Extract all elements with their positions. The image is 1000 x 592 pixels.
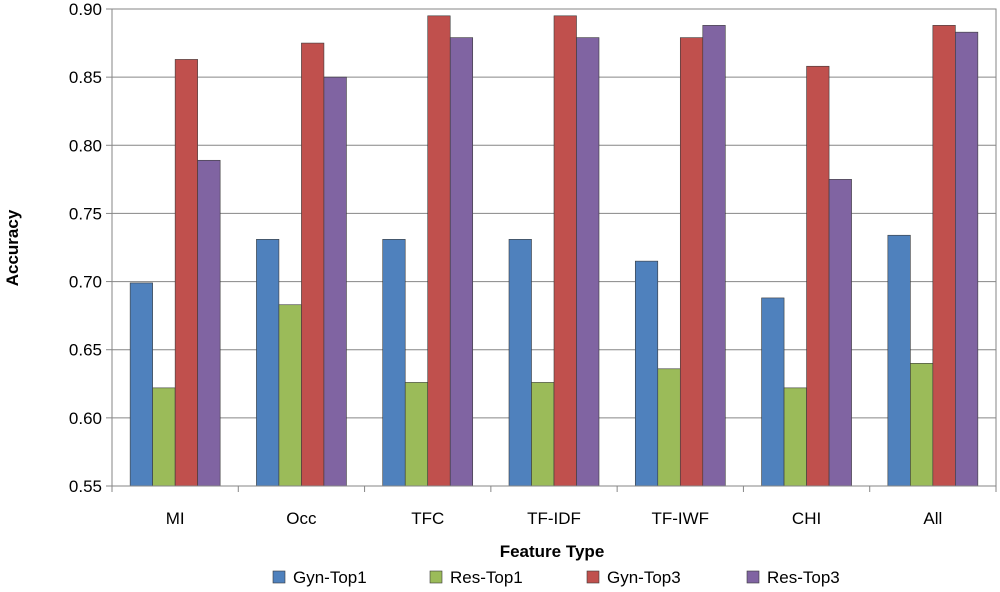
bar-gyn-top1-chi	[761, 297, 785, 487]
bar-gyn-top1-tf-idf	[508, 239, 532, 487]
legend-label-gyn-top3: Gyn-Top3	[607, 568, 681, 587]
bar-res-top1-tf-iwf	[657, 368, 681, 487]
y-tick-label: 0.85	[69, 68, 102, 87]
bar-res-top1-mi	[152, 387, 176, 487]
x-tick-label: TF-IWF	[651, 509, 709, 528]
legend: Gyn-Top1 Res-Top1 Gyn-Top3 Res-Top3	[272, 568, 840, 587]
y-tick-label: 0.80	[69, 136, 102, 155]
bar-res-top1-tf-idf	[531, 382, 555, 487]
y-tick-label: 0.55	[69, 477, 102, 496]
bar-res-top1-chi	[783, 387, 807, 487]
bar-res-top1-tfc	[404, 382, 429, 487]
x-tick-label: Occ	[286, 509, 317, 528]
bar-res-top3-mi	[197, 159, 221, 487]
bars	[129, 15, 979, 487]
bar-res-top3-tf-idf	[576, 37, 600, 487]
x-tick-label: All	[923, 509, 942, 528]
x-axis: MI Occ TFC TF-IDF TF-IWF CHI All	[111, 486, 997, 528]
bar-res-top1-occ	[278, 304, 302, 487]
bar-gyn-top3-tfc	[427, 15, 451, 487]
bar-gyn-top1-mi	[129, 282, 153, 487]
legend-label-res-top3: Res-Top3	[767, 568, 840, 587]
y-tick-label: 0.65	[69, 341, 102, 360]
plot-frame	[111, 8, 997, 487]
plot-area-frame	[111, 8, 997, 487]
legend-swatch-res-top3	[746, 570, 760, 584]
legend-swatch-gyn-top1	[272, 570, 286, 584]
y-tick-label: 0.60	[69, 409, 102, 428]
x-tick-label: TF-IDF	[527, 509, 581, 528]
y-axis: 0.55 0.60 0.65 0.70 0.75 0.80 0.85 0.90	[69, 0, 112, 496]
x-tick-label: TFC	[411, 509, 444, 528]
bar-gyn-top1-tfc	[382, 239, 406, 487]
bar-gyn-top3-mi	[174, 59, 198, 487]
legend-label-res-top1: Res-Top1	[450, 568, 523, 587]
bar-gyn-top3-tf-iwf	[679, 37, 704, 487]
legend-label-gyn-top1: Gyn-Top1	[293, 568, 367, 587]
x-tick-label: MI	[166, 509, 185, 528]
bar-gyn-top1-occ	[256, 239, 280, 487]
y-axis-title: Accuracy	[3, 209, 22, 286]
bar-res-top3-chi	[828, 179, 852, 487]
bar-res-top3-occ	[323, 76, 347, 487]
bar-gyn-top3-tf-idf	[553, 15, 577, 487]
x-axis-title: Feature Type	[500, 542, 605, 561]
bar-res-top3-all	[955, 31, 979, 487]
legend-swatch-gyn-top3	[586, 570, 600, 584]
bar-gyn-top1-all	[887, 234, 911, 487]
bar-res-top3-tf-iwf	[702, 25, 726, 487]
x-tick-label: CHI	[792, 509, 821, 528]
bar-gyn-top3-all	[932, 25, 956, 487]
bar-res-top3-tfc	[449, 37, 474, 487]
y-tick-label: 0.70	[69, 273, 102, 292]
bar-gyn-top3-chi	[806, 65, 830, 487]
y-tick-label: 0.75	[69, 204, 102, 223]
y-tick-label: 0.90	[69, 0, 102, 19]
bar-gyn-top1-tf-iwf	[634, 260, 659, 487]
legend-swatch-res-top1	[429, 570, 443, 584]
bar-gyn-top3-occ	[301, 42, 325, 487]
bar-res-top1-all	[910, 363, 934, 487]
